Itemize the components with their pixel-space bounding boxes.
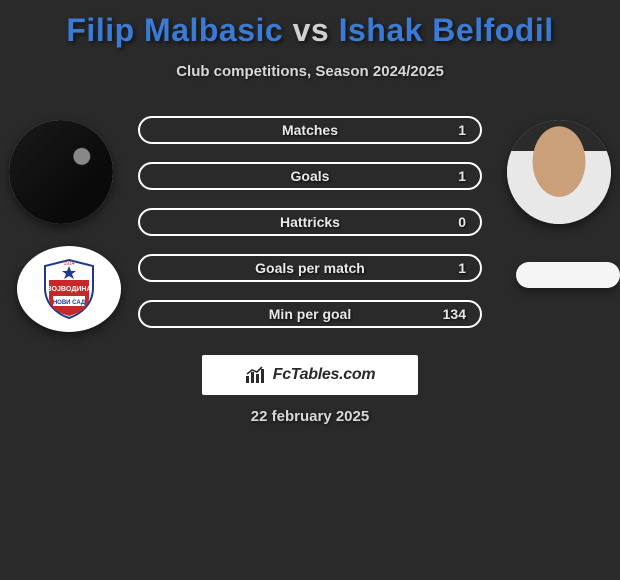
stat-row-goals-per-match: Goals per match 1 xyxy=(138,254,482,282)
stat-row-min-per-goal: Min per goal 134 xyxy=(138,300,482,328)
date-label: 22 february 2025 xyxy=(251,408,369,425)
stats-list: Matches 1 Goals 1 Hattricks 0 Goals per … xyxy=(138,116,482,346)
player1-avatar xyxy=(9,120,113,224)
stat-row-hattricks: Hattricks 0 xyxy=(138,208,482,236)
stat-label: Goals per match xyxy=(255,260,365,276)
player2-club-pill xyxy=(516,262,620,288)
stat-value: 1 xyxy=(458,122,466,138)
brand-box: FcTables.com xyxy=(202,355,418,395)
player2-avatar xyxy=(507,120,611,224)
subtitle: Club competitions, Season 2024/2025 xyxy=(0,63,620,80)
badge-year: 1914 xyxy=(63,261,74,267)
stat-label: Goals xyxy=(291,168,330,184)
vs-separator: vs xyxy=(293,12,330,48)
chart-icon xyxy=(245,366,267,384)
stat-label: Hattricks xyxy=(280,214,340,230)
stat-label: Min per goal xyxy=(269,306,351,322)
stat-row-matches: Matches 1 xyxy=(138,116,482,144)
stat-row-goals: Goals 1 xyxy=(138,162,482,190)
club-shield-icon: BOJBOДИНА НОВИ САД 1914 xyxy=(41,258,97,320)
player2-name: Ishak Belfodil xyxy=(339,12,554,48)
stat-label: Matches xyxy=(282,122,338,138)
player1-name: Filip Malbasic xyxy=(66,12,283,48)
stat-value: 0 xyxy=(458,214,466,230)
comparison-title: Filip Malbasic vs Ishak Belfodil xyxy=(0,0,620,49)
stat-value: 134 xyxy=(443,306,466,322)
badge-text-bottom: НОВИ САД xyxy=(53,300,86,306)
stat-value: 1 xyxy=(458,168,466,184)
stat-value: 1 xyxy=(458,260,466,276)
brand-text: FcTables.com xyxy=(273,366,376,384)
comparison-stage: BOJBOДИНА НОВИ САД 1914 Matches 1 Goals … xyxy=(0,110,620,350)
badge-text-top: BOJBOДИНА xyxy=(46,286,91,293)
player1-club-badge: BOJBOДИНА НОВИ САД 1914 xyxy=(17,246,121,332)
